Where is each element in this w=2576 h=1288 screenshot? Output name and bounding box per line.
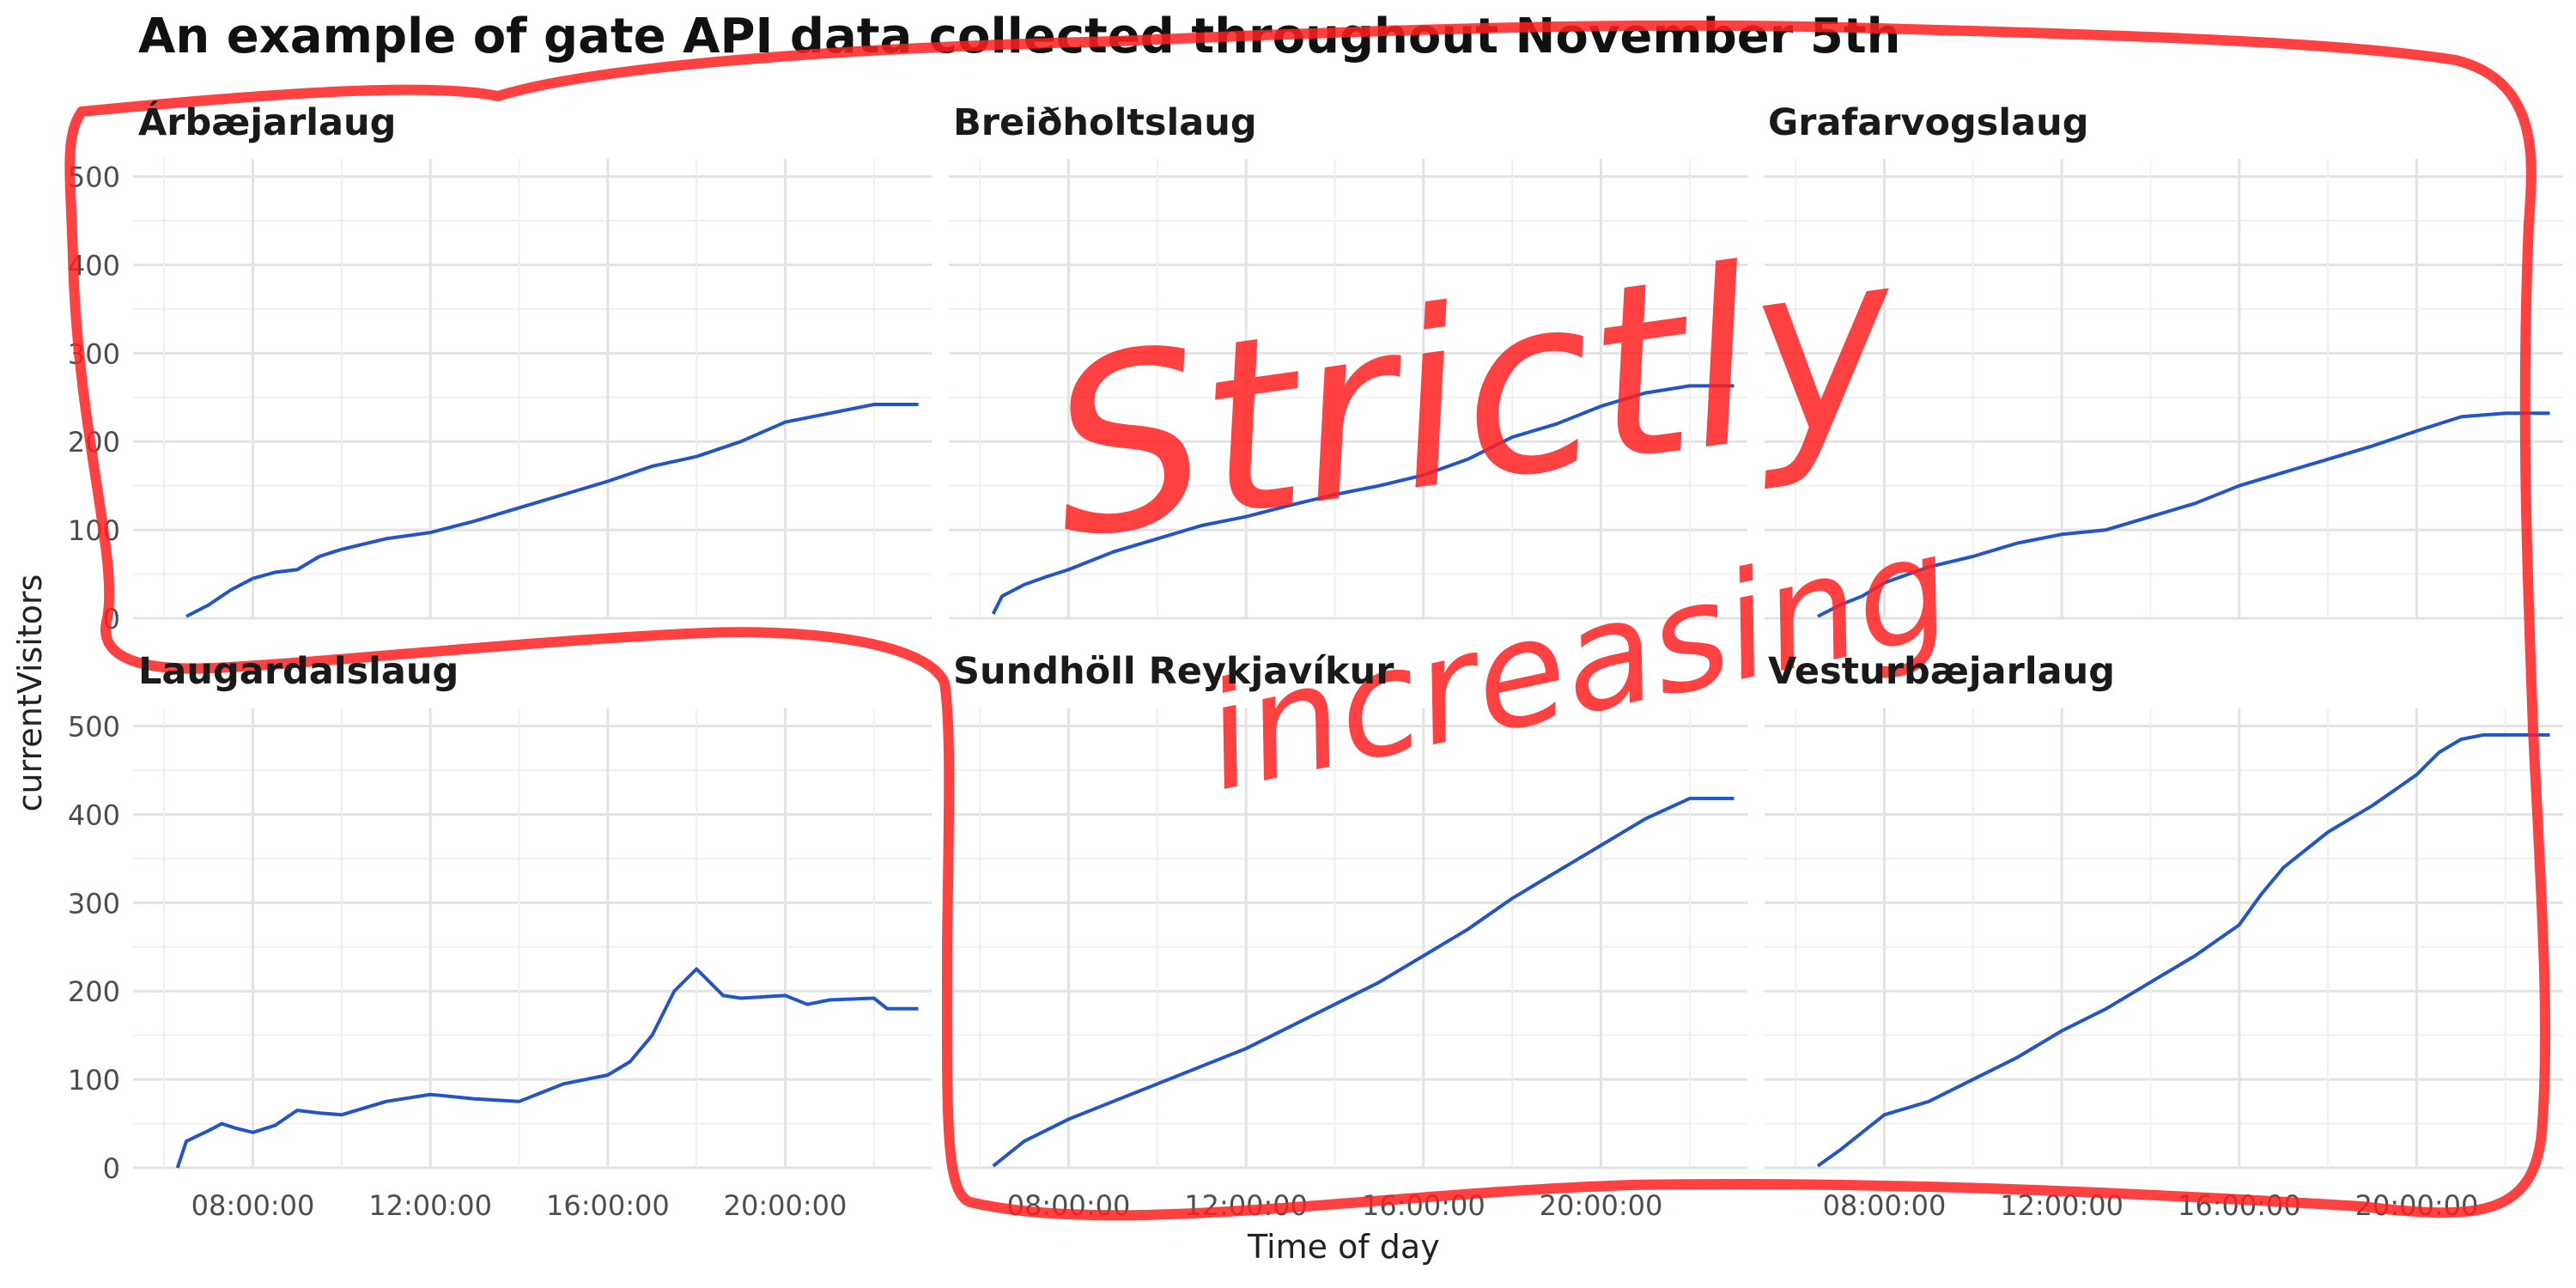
x-tick-label: 16:00:00 xyxy=(546,1189,670,1222)
panel-title-breidholtslaug: Breiðholtslaug xyxy=(953,101,1257,144)
series-line xyxy=(1817,411,2550,618)
panel-title-grafarvogslaug: Grafarvogslaug xyxy=(1768,101,2089,144)
x-tick-label: 08:00:00 xyxy=(1823,1189,1947,1222)
x-tick-label: 20:00:00 xyxy=(1540,1189,1663,1222)
panel-title-arbaejarlaug: Árbæjarlaug xyxy=(138,101,397,144)
y-tick-label: 200 xyxy=(68,975,120,1008)
y-tick-label: 400 xyxy=(68,799,120,831)
y-tick-label: 0 xyxy=(103,1152,120,1185)
x-tick-label: 08:00:00 xyxy=(191,1189,315,1222)
annotation-loop xyxy=(64,20,2551,1221)
series-line xyxy=(991,384,1735,615)
y-tick-label: 100 xyxy=(68,514,120,547)
y-tick-label: 500 xyxy=(68,161,120,194)
panel-title-sundholl: Sundhöll Reykjavíkur xyxy=(953,650,1394,693)
panel-title-vesturbaejarlaug: Vesturbæjarlaug xyxy=(1768,650,2116,693)
panel-title-laugardalslaug: Laugardalslaug xyxy=(138,650,459,693)
x-axis-title: Time of day xyxy=(1248,1228,1440,1266)
series-line xyxy=(1816,732,2550,1168)
series-line xyxy=(992,796,1735,1168)
y-tick-label: 300 xyxy=(68,887,120,920)
chart-title: An example of gate API data collected th… xyxy=(138,9,1901,64)
series-line xyxy=(175,967,919,1169)
y-tick-label: 500 xyxy=(68,711,120,744)
x-tick-label: 12:00:00 xyxy=(368,1189,492,1222)
series-line xyxy=(185,403,919,618)
y-tick-label: 100 xyxy=(68,1064,120,1097)
y-axis-title: currentVisitors xyxy=(11,574,49,812)
x-tick-label: 20:00:00 xyxy=(724,1189,848,1222)
